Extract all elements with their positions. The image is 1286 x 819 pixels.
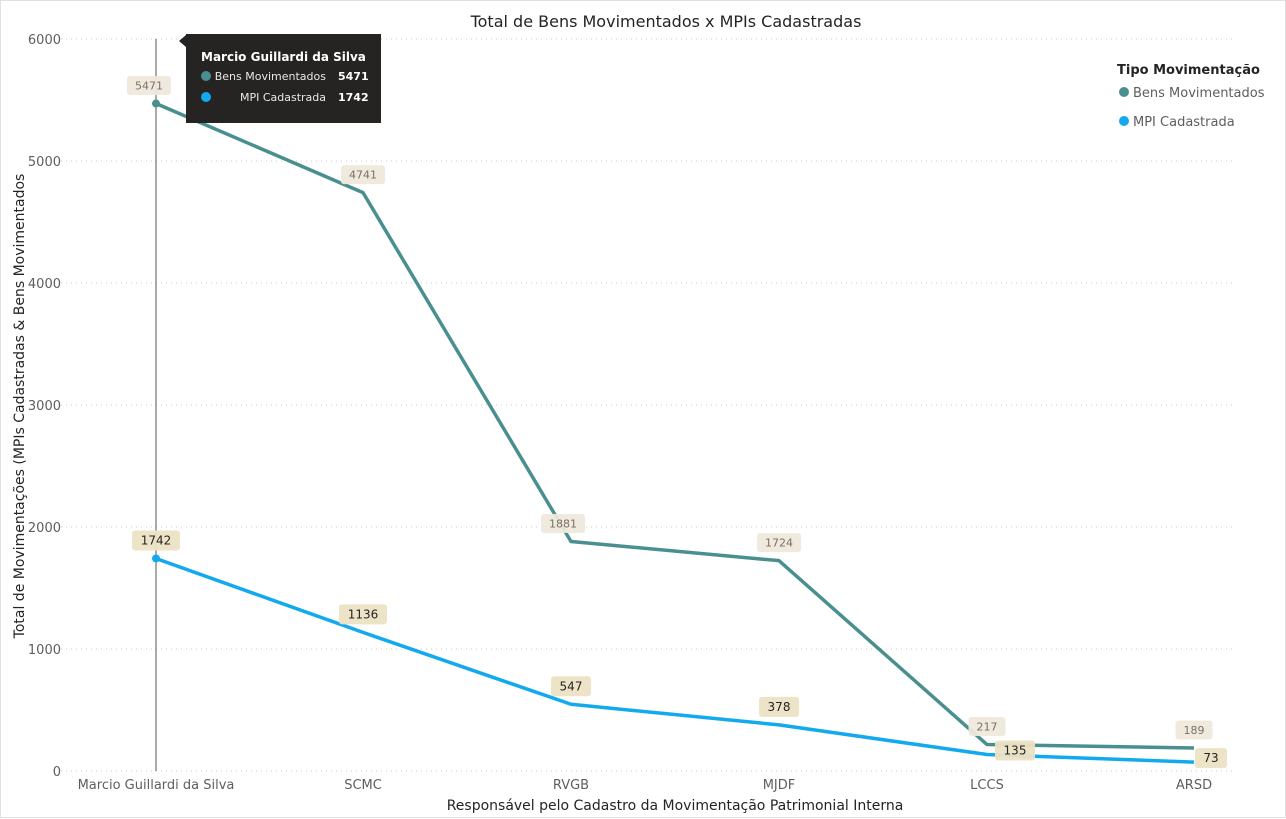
- x-tick-label: LCCS: [970, 778, 1004, 793]
- x-axis-title: Responsável pelo Cadastro da Movimentaçã…: [447, 798, 904, 814]
- data-label-text: 1724: [765, 537, 793, 550]
- y-tick-label: 0: [53, 765, 61, 780]
- tooltip: Marcio Guillardi da Silva Bens Movimenta…: [179, 34, 381, 123]
- legend-item-bens[interactable]: Bens Movimentados: [1119, 86, 1265, 101]
- data-label-bens: 4741: [341, 165, 385, 185]
- data-label-bg: [968, 717, 1006, 737]
- data-label-bens: 217: [968, 717, 1006, 737]
- data-label-mpi: 1136: [339, 604, 387, 625]
- y-tick-label: 2000: [28, 521, 61, 536]
- data-label-mpi: 547: [551, 676, 591, 697]
- data-labels: 5471 4741 1881 1724 217 189 1742 1136 547 378 135 7…: [127, 76, 1227, 769]
- data-label-bg: [127, 76, 171, 96]
- data-label-bg: [757, 533, 801, 553]
- x-tick-label: ARSD: [1176, 778, 1212, 793]
- data-label-bens: 1724: [757, 533, 801, 553]
- y-tick-label: 3000: [28, 399, 61, 414]
- tooltip-value-bens: 5471: [338, 70, 369, 83]
- data-label-bg: [132, 530, 180, 551]
- legend-marker-mpi: [1119, 116, 1129, 126]
- data-label-text: 135: [1004, 744, 1027, 758]
- x-axis-ticks: Marcio Guillardi da Silva SCMC RVGB MJDF LCC…: [78, 778, 1213, 793]
- data-label-mpi: 1742: [132, 530, 180, 551]
- legend-item-mpi[interactable]: MPI Cadastrada: [1119, 115, 1235, 130]
- data-label-bg: [341, 165, 385, 185]
- highlight-point-mpi: [152, 554, 160, 563]
- y-tick-label: 1000: [28, 643, 61, 658]
- y-axis-title: Total de Movimentações (MPIs Cadastradas…: [12, 174, 28, 640]
- data-label-bg: [1175, 720, 1213, 740]
- series-layer: [152, 99, 1195, 764]
- x-tick-label: RVGB: [553, 778, 589, 793]
- data-label-text: 5471: [135, 80, 163, 93]
- legend-label-mpi: MPI Cadastrada: [1133, 115, 1235, 130]
- tooltip-dot-mpi: [201, 92, 211, 102]
- tooltip-label-mpi: MPI Cadastrada: [240, 91, 326, 104]
- data-label-mpi: 135: [995, 740, 1035, 761]
- data-label-bg: [339, 604, 387, 625]
- data-label-mpi: 378: [759, 696, 799, 717]
- gridlines: [61, 38, 1236, 772]
- x-tick-label: Marcio Guillardi da Silva: [78, 778, 235, 793]
- tooltip-dot-bens: [201, 71, 211, 81]
- tooltip-label-bens: Bens Movimentados: [215, 70, 327, 83]
- y-tick-label: 6000: [28, 33, 61, 48]
- data-label-bens: 5471: [127, 76, 171, 96]
- series-line-mpi-cadastrada: [155, 556, 1195, 764]
- data-label-text: 1881: [549, 518, 577, 531]
- data-label-text: 378: [768, 700, 791, 714]
- data-label-mpi: 73: [1195, 748, 1227, 769]
- y-tick-label: 4000: [28, 277, 61, 292]
- legend-marker-bens: [1119, 87, 1129, 97]
- legend: Tipo Movimentação Bens Movimentados MPI …: [1117, 63, 1265, 130]
- legend-label-bens: Bens Movimentados: [1133, 86, 1265, 101]
- data-label-text: 1742: [141, 533, 172, 547]
- legend-title: Tipo Movimentação: [1117, 63, 1260, 78]
- tooltip-value-mpi: 1742: [338, 91, 369, 104]
- data-label-text: 547: [560, 679, 583, 693]
- data-label-bg: [759, 696, 799, 717]
- data-label-bg: [541, 514, 585, 534]
- highlight-point-bens: [152, 99, 160, 108]
- y-tick-label: 5000: [28, 155, 61, 170]
- y-axis-ticks: 0 1000 2000 3000 4000 5000 6000: [28, 33, 61, 780]
- x-tick-label: SCMC: [344, 778, 382, 793]
- data-label-text: 189: [1184, 724, 1205, 737]
- tooltip-title: Marcio Guillardi da Silva: [201, 50, 366, 64]
- data-label-bens: 1881: [541, 514, 585, 534]
- data-label-text: 4741: [349, 169, 377, 182]
- series-line-bens-movimentados: [155, 101, 1195, 750]
- data-label-bg: [1195, 748, 1227, 769]
- data-label-text: 1136: [348, 607, 379, 621]
- data-label-bens: 189: [1175, 720, 1213, 740]
- data-label-bg: [995, 740, 1035, 761]
- data-label-bg: [551, 676, 591, 697]
- x-tick-label: MJDF: [763, 778, 796, 793]
- tooltip-box: [179, 34, 381, 123]
- data-label-text: 217: [977, 721, 998, 734]
- data-label-text: 73: [1203, 751, 1218, 765]
- chart-title: Total de Bens Movimentados x MPIs Cadast…: [470, 12, 862, 31]
